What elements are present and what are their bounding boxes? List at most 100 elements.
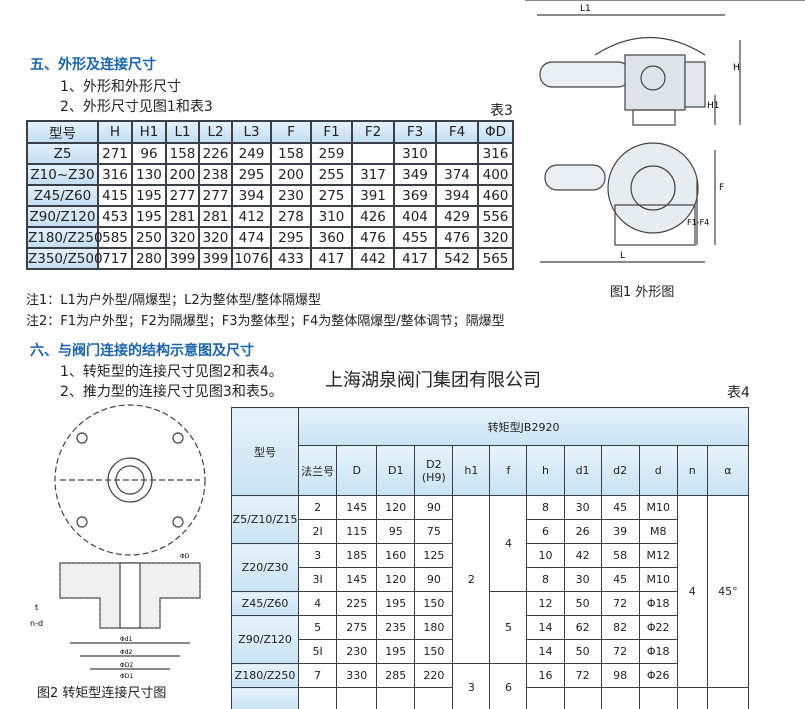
table4-cell xyxy=(526,687,565,709)
table3-cell: 238 xyxy=(198,163,233,186)
table3-header-cell: F3 xyxy=(393,120,437,144)
table4-cell: 45 xyxy=(600,495,640,520)
table3-cell: 295 xyxy=(270,226,312,249)
table3-header-cell: L3 xyxy=(231,120,272,144)
dim-n-d: n-d xyxy=(30,619,43,628)
table3-cell: 399 xyxy=(198,247,233,270)
table4-cell xyxy=(600,687,640,709)
table4-cell: 72 xyxy=(600,639,640,664)
table4-cell: 98 xyxy=(600,663,640,688)
table3-cell: 400 xyxy=(477,163,514,186)
table4-f-cell: 4 xyxy=(489,495,528,592)
table4-cell: 2 xyxy=(298,495,338,520)
table4-row: Z45/Z60 4 225 195 150 5 12 50 72 Φ18 xyxy=(230,591,749,664)
table4-cell: 62 xyxy=(563,615,602,640)
table4-n-cell xyxy=(676,687,708,709)
table4-cell: 120 xyxy=(376,495,416,520)
table4-label: 表4 xyxy=(727,385,750,401)
table3-cell: 96 xyxy=(131,142,167,165)
table3-cell: 158 xyxy=(165,142,200,165)
dim-L: L xyxy=(620,251,625,261)
table4-cell: 90 xyxy=(414,495,454,520)
table4-cell: 285 xyxy=(376,663,416,688)
table3-model-cell: Z45/Z60 xyxy=(26,184,99,207)
table3-header-cell: 型号 xyxy=(26,120,99,144)
table4-cell: 45 xyxy=(600,567,640,592)
table4-cell: 185 xyxy=(336,543,378,568)
dim-H1: H1 xyxy=(707,101,720,111)
table3-model-cell: Z180/Z250 xyxy=(26,226,103,249)
table4-cell: 225 xyxy=(336,591,378,616)
table3-cell: 277 xyxy=(165,184,200,207)
table3-cell: 320 xyxy=(165,226,200,249)
table3-cell: 717 xyxy=(97,247,133,270)
table4-row: Z20/Z30 3 185 160 125 10 42 58 M12 xyxy=(230,543,749,592)
figure1-drawing: L1 H H1 F F1-F4 L xyxy=(525,0,805,263)
table4-cell: 90 xyxy=(414,567,454,592)
dim-t: t xyxy=(35,603,38,612)
table3-cell: 310 xyxy=(310,205,353,228)
note-1: 注1：L1为户外型/隔爆型；L2为整体型/整体隔爆型 xyxy=(26,293,322,308)
table3-cell: 417 xyxy=(393,247,437,270)
table3-row: Z180/Z250 585 250 320 320 474 295 360 476 455 476 3… xyxy=(26,226,514,249)
table3-header-cell: F1 xyxy=(310,120,353,144)
table4-cell: M12 xyxy=(638,543,678,568)
table4-cell: 120 xyxy=(376,567,416,592)
table4-cell: 160 xyxy=(376,543,416,568)
dim-D2: ΦD2 xyxy=(120,662,133,669)
table4-header-cell: α xyxy=(706,445,750,496)
section5-item2: 2、外形尺寸见图1和表3 xyxy=(60,99,213,115)
table4-cell: 14 xyxy=(526,615,565,640)
table3-cell: 542 xyxy=(435,247,479,270)
table4-cell: 82 xyxy=(600,615,640,640)
dim-d1: Φd1 xyxy=(120,636,133,643)
table4: 型号 转矩型JB2920 法兰号 D D1 D2 (H9) h1 f h d1 d2 d n α Z5/Z1… xyxy=(230,407,750,709)
table3-cell: 442 xyxy=(351,247,395,270)
table3-cell: 474 xyxy=(231,226,272,249)
table3-cell xyxy=(351,142,395,165)
table4-row: 3I 145 120 90 8 30 45 M10 xyxy=(232,567,749,592)
actuator-top-view xyxy=(540,142,716,263)
table3-header-cell: L1 xyxy=(165,120,200,144)
table3-cell: 320 xyxy=(198,226,233,249)
table3-cell: 200 xyxy=(165,163,200,186)
table4-n-cell: 4 xyxy=(676,495,708,688)
table4-cell xyxy=(638,687,678,709)
section6-title: 六、与阀门连接的结构示意图及尺寸 xyxy=(30,343,254,359)
dim-d2: Φd2 xyxy=(120,649,133,656)
table3: 型号 H H1 L1 L2 L3 F F1 F2 F3 F4 ΦD Z5 271 96 158 226 249 15… xyxy=(26,120,514,270)
table3-row: Z5 271 96 158 226 249 158 259 310 316 xyxy=(26,142,514,165)
table3-cell: 277 xyxy=(198,184,233,207)
table4-cell: M10 xyxy=(638,567,678,592)
note-2: 注2：F1为户外型；F2为隔爆型；F3为整体型；F4为整体隔爆型/整体调节；隔爆… xyxy=(26,314,505,329)
table3-header-cell: L2 xyxy=(198,120,233,144)
table4-cell: Φ18 xyxy=(638,639,678,664)
table4-cell: 150 xyxy=(414,639,454,664)
table3-cell: 310 xyxy=(393,142,437,165)
table3-header-cell: H1 xyxy=(131,120,167,144)
dim-F: F xyxy=(719,183,724,193)
table4-cell: 95 xyxy=(376,519,416,544)
table3-cell: 360 xyxy=(310,226,353,249)
table3-cell: 255 xyxy=(310,163,353,186)
table3-cell xyxy=(435,142,479,165)
table4-cell xyxy=(376,687,416,709)
table4-cell: 145 xyxy=(336,495,378,520)
figure1-caption: 图1 外形图 xyxy=(610,285,675,300)
table4-header-row: 型号 转矩型JB2920 xyxy=(230,407,749,496)
table4-alpha-cell xyxy=(706,687,750,709)
table4-cell: 58 xyxy=(600,543,640,568)
table3-cell: 278 xyxy=(270,205,312,228)
table4-header-cell: n xyxy=(676,445,708,496)
figure2-caption: 图2 转矩型连接尺寸图 xyxy=(37,686,167,701)
table3-cell: 316 xyxy=(477,142,514,165)
section5-item1: 1、外形和外形尺寸 xyxy=(60,79,181,95)
table3-cell: 226 xyxy=(198,142,233,165)
table4-cell xyxy=(414,687,454,709)
table3-cell: 394 xyxy=(231,184,272,207)
table3-cell: 412 xyxy=(231,205,272,228)
flange-top-view xyxy=(54,404,206,556)
table4-cell: 50 xyxy=(563,591,602,616)
table3-cell: 1076 xyxy=(231,247,272,270)
table3-cell: 565 xyxy=(477,247,514,270)
